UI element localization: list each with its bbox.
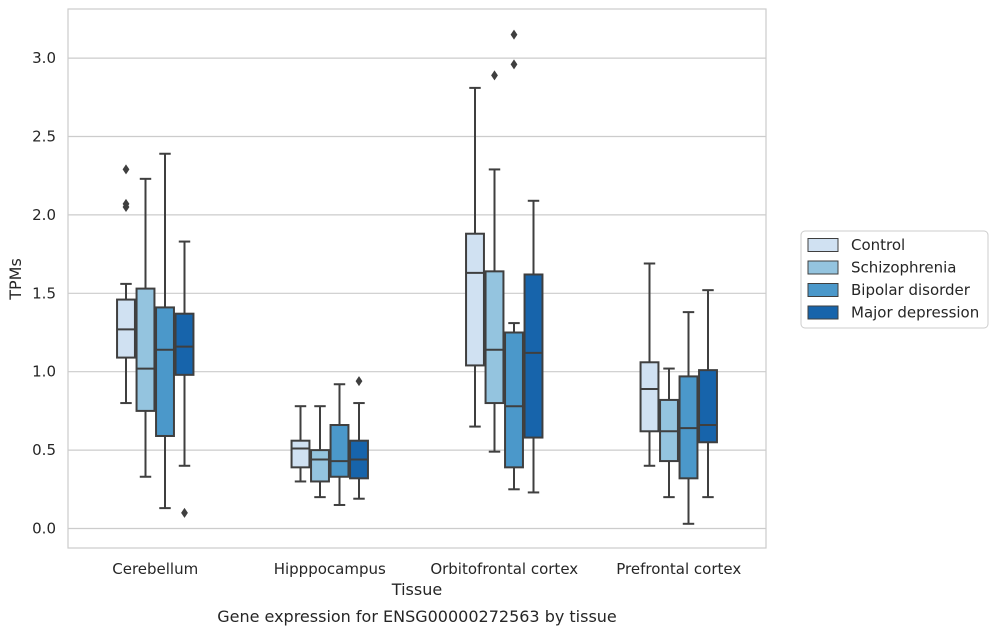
x-tick-label: Cerebellum <box>112 560 198 578</box>
box-plot-item <box>698 289 718 499</box>
box <box>639 361 660 433</box>
legend-swatch <box>807 260 839 275</box>
legend-label: Schizophrenia <box>851 259 956 277</box>
box-plot-item <box>504 29 524 491</box>
outlier-point <box>181 507 188 518</box>
legend-swatch <box>807 238 839 252</box>
y-tick-label: 2.5 <box>32 128 56 146</box>
y-tick-label: 0.5 <box>32 441 56 459</box>
x-axis-label: Tissue <box>391 580 442 599</box>
box-plot-item <box>116 164 136 405</box>
legend-frame <box>800 230 989 329</box>
y-tick-label: 0.0 <box>32 520 56 538</box>
box-plot-item <box>659 367 679 499</box>
box-plot-item <box>484 70 505 453</box>
box <box>329 424 350 478</box>
box <box>698 369 718 444</box>
y-tick-labels: 0.0 0.5 1.0 1.5 2.0 2.5 3.0 <box>32 49 56 537</box>
box <box>135 287 156 412</box>
outlier-point <box>491 70 498 81</box>
outlier-point <box>122 198 130 209</box>
legend-label: Control <box>851 236 905 254</box>
box-plot-item <box>465 86 485 428</box>
box-plot-item <box>678 311 699 525</box>
legend: Control Schizophrenia Bipolar disorder Majo… <box>800 230 989 329</box>
box <box>523 273 544 439</box>
box-plot-item <box>174 240 195 518</box>
box <box>465 232 485 367</box>
outlier-point <box>510 29 518 40</box>
boxes <box>116 29 718 525</box>
outlier-point <box>510 59 518 70</box>
box <box>155 306 175 437</box>
x-tick-label: Prefrontal cortex <box>616 560 741 578</box>
box-plot-item <box>310 405 330 499</box>
outlier-point <box>122 164 130 175</box>
y-tick-label: 1.0 <box>32 363 56 381</box>
box-plot-item <box>135 177 156 478</box>
box <box>174 312 195 376</box>
box-plot-item <box>349 376 369 500</box>
y-tick-label: 2.0 <box>32 206 56 224</box>
box-plot-item <box>639 262 660 467</box>
chart-caption: Gene expression for ENSG00000272563 by t… <box>217 607 617 626</box>
y-axis-label: TPMs <box>6 258 25 301</box>
box <box>290 439 311 469</box>
outlier-point <box>355 376 363 387</box>
box <box>310 449 330 483</box>
box-plot-item <box>523 199 544 494</box>
legend-label: Bipolar disorder <box>851 281 971 299</box>
x-tick-labels: Cerebellum Hipppocampus Orbitofrontal cort… <box>112 560 741 578</box>
box-plot-item <box>290 405 311 483</box>
box-plot-item <box>155 152 175 510</box>
x-tick-label: Hipppocampus <box>274 560 386 578</box>
box <box>484 270 505 405</box>
y-tick-label: 3.0 <box>32 49 56 67</box>
box-plot-item <box>329 383 350 506</box>
legend-swatch <box>807 305 839 320</box>
legend-label: Major depression <box>851 304 979 322</box>
y-tick-label: 1.5 <box>32 284 56 302</box>
x-tick-label: Orbitofrontal cortex <box>430 560 578 578</box>
legend-entries: Control Schizophrenia Bipolar disorder Majo… <box>807 236 979 322</box>
box <box>504 331 524 469</box>
plot-frame <box>67 8 767 549</box>
legend-swatch <box>807 283 839 297</box>
